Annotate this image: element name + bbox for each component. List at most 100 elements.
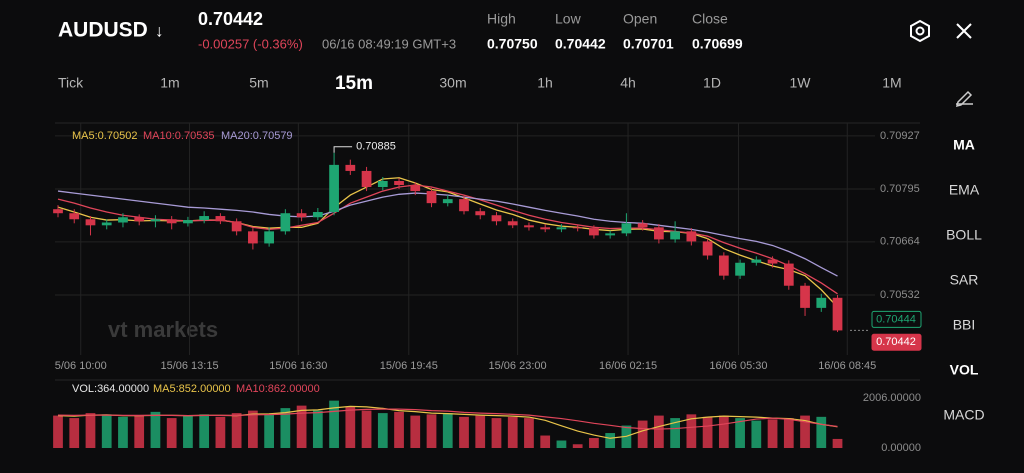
stat-label: Low (555, 11, 582, 27)
vol-tick-label: 0.00000 (881, 442, 921, 454)
candle-body (702, 241, 713, 256)
candle-body (377, 181, 388, 188)
timeframe-tab[interactable]: 30m (439, 75, 466, 91)
timeframe-tab[interactable]: Tick (58, 75, 84, 91)
candle-body (183, 220, 193, 224)
vol-legend: VOL:364.00000 (72, 383, 149, 395)
candle-body (426, 191, 437, 204)
timeframe-tab[interactable]: 1W (790, 75, 812, 91)
volume-bar (394, 411, 404, 448)
volume-bar (589, 438, 599, 448)
volume-bar (101, 414, 112, 448)
candle-body (621, 223, 632, 234)
volume-bar (816, 416, 827, 448)
volume-bar (361, 410, 372, 448)
symbol[interactable]: AUDUSD (58, 19, 148, 42)
candle-body (280, 213, 291, 232)
indicator-tab[interactable]: EMA (949, 182, 980, 198)
price-box (871, 333, 922, 351)
price: 0.70442 (198, 9, 263, 29)
stat-value: 0.70699 (692, 36, 743, 52)
candle-body (686, 231, 697, 242)
candle-body (134, 217, 145, 222)
candle-body (751, 259, 762, 263)
y-tick-label: 0.70927 (880, 130, 920, 142)
indicator-tab[interactable]: VOL (950, 362, 979, 378)
stat-value: 0.70750 (487, 36, 538, 52)
indicator-tab[interactable]: MA (953, 137, 975, 153)
candle-body (199, 216, 210, 221)
timeframe-tab[interactable]: 1m (160, 75, 179, 91)
volume-bar (507, 416, 518, 448)
volume-bar (735, 418, 745, 448)
volume-bar (767, 419, 778, 448)
draw-icon[interactable] (955, 90, 973, 108)
vol-legend: MA5:852.00000 (153, 383, 231, 395)
x-tick-label: 15/06 13:15 (160, 360, 218, 372)
timeframe-tab[interactable]: 1D (703, 75, 721, 91)
volume-bar (329, 400, 339, 448)
candle-body (540, 227, 551, 230)
volume-bar (459, 416, 469, 448)
volume-bar (556, 440, 567, 448)
volume-bar (345, 406, 356, 448)
price-box-label: 0.70442 (876, 336, 916, 348)
candle-body (345, 164, 356, 171)
timeframe-tab[interactable]: 1h (537, 75, 553, 91)
volume-bar (118, 416, 128, 448)
settings-icon[interactable] (910, 19, 930, 43)
icon-hex (910, 19, 930, 43)
candle-body (442, 199, 453, 204)
y-tick-label: 0.70795 (880, 183, 920, 195)
timeframe-tab[interactable]: 4h (620, 75, 636, 91)
indicator-tab[interactable]: BOLL (946, 227, 982, 243)
price-box (871, 310, 922, 328)
candle-body (231, 221, 242, 232)
vol-tick-label: 2006.00000 (863, 392, 921, 404)
volume-bar (280, 408, 291, 448)
volume-bar (312, 410, 323, 448)
candle-body (767, 259, 778, 264)
indicator-tab[interactable]: SAR (950, 272, 979, 288)
x-tick-label: 15/06 16:30 (269, 360, 327, 372)
volume-bar (183, 415, 193, 448)
volume-bar (702, 416, 713, 448)
timestamp: 06/16 08:49:19 GMT+3 (322, 36, 456, 51)
volume-bar (134, 415, 145, 448)
candle-body (312, 212, 323, 218)
candle-body (637, 223, 648, 228)
timeframe-tab[interactable]: 1M (882, 75, 901, 91)
timeframe-tab[interactable]: 15m (335, 73, 373, 94)
candle-body (735, 262, 745, 276)
volume-bar (53, 415, 63, 448)
icon-line (956, 23, 972, 39)
icon-dot (915, 26, 925, 36)
candle-body (589, 228, 599, 236)
volume-bar (85, 413, 96, 448)
stat-value: 0.70701 (623, 36, 674, 52)
candle-body (215, 216, 226, 222)
close-icon[interactable] (956, 23, 972, 39)
candle-body (654, 227, 664, 240)
timeframe-tab[interactable]: 5m (249, 75, 268, 91)
candle-body (816, 297, 827, 308)
candle-body (296, 213, 307, 218)
volume-bar (686, 414, 697, 448)
candle-body (718, 255, 729, 276)
candle-body (410, 185, 421, 192)
direction-arrow: ↓ (155, 21, 164, 40)
indicator-tab[interactable]: MACD (943, 407, 984, 423)
candle-body (150, 219, 161, 222)
candle-body (459, 199, 469, 212)
volume-bar (231, 413, 242, 448)
volume-bar (637, 420, 648, 448)
icon-pencil (955, 90, 973, 108)
volume-bar (491, 418, 502, 448)
candle-body (118, 217, 128, 223)
ma-legend: MA5:0.70502 (72, 130, 137, 142)
candle-body (670, 231, 680, 240)
indicator-tab[interactable]: BBI (953, 317, 976, 333)
stat-value: 0.70442 (555, 36, 606, 52)
x-tick-label: 16/06 05:30 (709, 360, 767, 372)
